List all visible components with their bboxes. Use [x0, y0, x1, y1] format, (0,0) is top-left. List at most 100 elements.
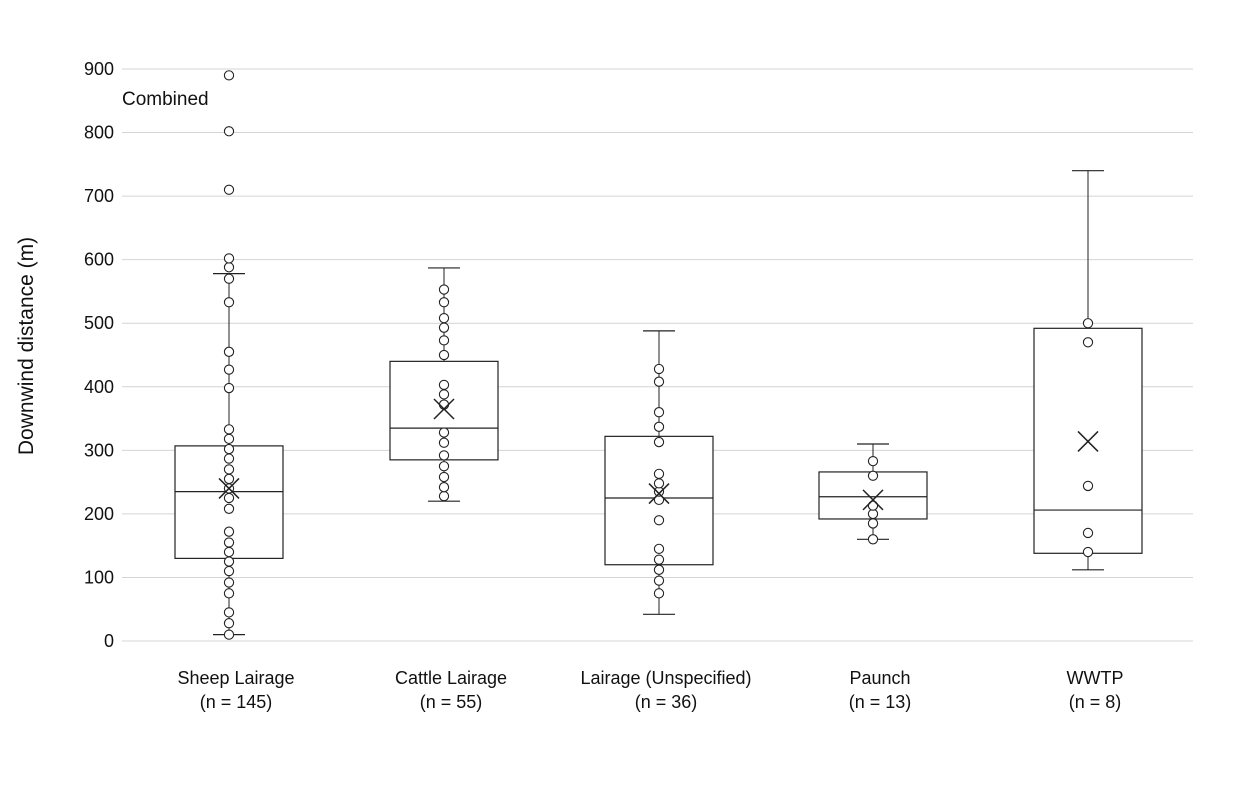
data-point — [867, 455, 879, 467]
data-point — [438, 427, 450, 438]
data-point — [438, 312, 450, 324]
chart-annotation: Combined — [122, 89, 209, 110]
data-point — [223, 382, 235, 394]
data-point — [1082, 480, 1094, 492]
data-point — [653, 407, 665, 418]
category-count-label: (n = 145) — [200, 692, 273, 712]
y-tick-label: 700 — [84, 186, 114, 206]
data-point — [438, 437, 450, 448]
data-point — [223, 464, 235, 475]
data-point — [867, 518, 879, 529]
y-tick-label: 400 — [84, 377, 114, 397]
data-point — [1082, 546, 1094, 558]
data-point — [223, 565, 235, 577]
data-point — [653, 564, 665, 575]
data-point — [653, 421, 665, 432]
data-point — [223, 607, 235, 618]
data-point — [223, 297, 235, 308]
data-point — [653, 543, 665, 554]
data-point — [223, 577, 235, 588]
mean-marker-stroke — [1077, 430, 1099, 452]
data-point — [438, 482, 450, 493]
data-point — [438, 389, 450, 400]
mean-marker-stroke — [433, 398, 455, 420]
data-point — [867, 470, 879, 481]
data-point — [438, 450, 450, 461]
box-group — [174, 70, 284, 640]
data-point — [223, 629, 235, 640]
y-tick-label: 200 — [84, 504, 114, 524]
data-point — [653, 436, 665, 448]
data-point — [223, 526, 235, 537]
data-point — [223, 473, 235, 485]
box-group — [818, 443, 928, 545]
data-point — [867, 534, 879, 545]
data-point — [438, 284, 450, 295]
data-point — [223, 126, 235, 137]
data-point — [1082, 527, 1094, 539]
data-point — [438, 335, 450, 346]
category-label: Lairage (Unspecified) — [580, 668, 751, 688]
data-point — [223, 262, 235, 273]
data-point — [438, 322, 450, 333]
data-point — [223, 346, 235, 357]
box-group — [604, 330, 714, 615]
y-tick-label: 900 — [84, 59, 114, 79]
data-point — [223, 443, 235, 455]
y-axis-ticks: 0 100 200 300 400 500 600 700 800 900 — [84, 59, 114, 651]
category-labels: Sheep Lairage (n = 145) Cattle Lairage (n =… — [177, 668, 1123, 712]
data-point — [223, 70, 235, 81]
data-point — [223, 556, 235, 567]
data-point — [653, 588, 665, 599]
data-point — [438, 379, 450, 391]
data-point — [223, 503, 235, 514]
y-tick-label: 800 — [84, 123, 114, 143]
y-tick-label: 500 — [84, 313, 114, 333]
mean-marker-stroke — [648, 483, 670, 505]
data-point — [223, 492, 235, 504]
category-label: Paunch — [849, 668, 910, 688]
data-point — [653, 575, 665, 586]
data-point — [438, 461, 450, 472]
data-point — [223, 424, 235, 435]
y-tick-label: 300 — [84, 440, 114, 460]
data-point — [867, 500, 879, 511]
data-point — [653, 468, 665, 479]
mean-marker-stroke — [218, 477, 240, 499]
category-count-label: (n = 55) — [420, 692, 483, 712]
data-point — [223, 453, 235, 464]
y-tick-label: 600 — [84, 250, 114, 270]
data-point — [653, 376, 665, 387]
data-point — [653, 363, 665, 375]
data-point — [438, 490, 450, 502]
mean-marker-stroke — [862, 489, 884, 511]
data-point — [223, 364, 235, 375]
y-tick-label: 0 — [104, 631, 114, 651]
category-label: WWTP — [1067, 668, 1124, 688]
category-label: Cattle Lairage — [395, 668, 507, 688]
category-count-label: (n = 13) — [849, 692, 912, 712]
data-point — [223, 537, 235, 548]
data-point — [223, 273, 235, 284]
data-point — [1082, 337, 1094, 348]
data-point — [223, 588, 235, 599]
category-count-label: (n = 36) — [635, 692, 698, 712]
data-point — [223, 618, 235, 629]
data-point — [223, 184, 235, 195]
data-point — [438, 349, 450, 361]
data-point — [1082, 318, 1094, 329]
data-point — [438, 297, 450, 308]
data-point — [438, 399, 450, 410]
y-tick-label: 100 — [84, 567, 114, 587]
box-group — [1033, 170, 1143, 571]
data-point — [438, 471, 450, 483]
boxes — [174, 70, 1143, 640]
data-point — [653, 478, 665, 489]
category-count-label: (n = 8) — [1069, 692, 1122, 712]
data-point — [223, 546, 235, 558]
data-point — [223, 253, 235, 264]
gridlines — [122, 68, 1193, 642]
category-label: Sheep Lairage — [177, 668, 294, 688]
